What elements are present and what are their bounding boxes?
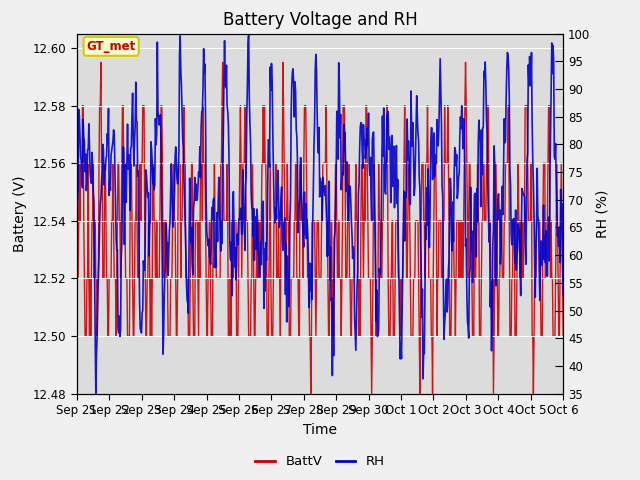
X-axis label: Time: Time [303,422,337,437]
Y-axis label: Battery (V): Battery (V) [13,175,28,252]
Title: Battery Voltage and RH: Battery Voltage and RH [223,11,417,29]
Y-axis label: RH (%): RH (%) [596,190,610,238]
Legend: BattV, RH: BattV, RH [250,450,390,473]
Text: GT_met: GT_met [86,40,136,53]
